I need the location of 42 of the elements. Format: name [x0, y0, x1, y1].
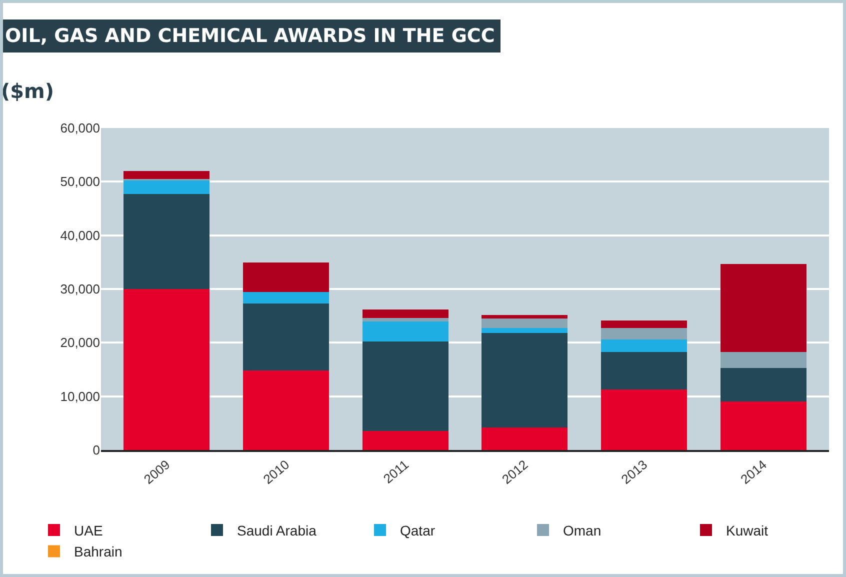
- legend-label: Bahrain: [74, 544, 122, 560]
- y-tick-label: 40,000: [60, 228, 100, 243]
- y-tick-label: 20,000: [60, 335, 100, 350]
- bar: [482, 318, 568, 328]
- y-axis-title: ($m): [1, 79, 54, 103]
- bar: [362, 309, 448, 318]
- bar: [482, 333, 568, 428]
- bar: [124, 194, 210, 289]
- legend-label: Qatar: [400, 522, 436, 538]
- bar: [720, 368, 806, 402]
- legend-label: UAE: [74, 522, 103, 538]
- bar: [720, 352, 806, 368]
- bar: [243, 292, 329, 304]
- bar: [601, 328, 687, 340]
- y-tick-label: 10,000: [60, 388, 100, 404]
- bar: [124, 180, 210, 194]
- bar: [720, 402, 806, 450]
- bar: [601, 352, 687, 390]
- legend-label: Oman: [563, 522, 602, 538]
- bar: [362, 318, 448, 322]
- bar: [482, 314, 568, 319]
- bar: [124, 289, 210, 450]
- bar: [362, 342, 448, 432]
- legend-label: Saudi Arabia: [237, 522, 317, 538]
- bar: [601, 339, 687, 352]
- bar: [601, 389, 687, 450]
- bar: [482, 427, 568, 450]
- bar: [243, 262, 329, 292]
- chart-title: OIL, GAS AND CHEMICAL AWARDS IN THE GCC: [5, 25, 495, 47]
- bar: [482, 328, 568, 334]
- y-tick-label: 60,000: [60, 120, 100, 136]
- y-tick-label: 0: [92, 442, 100, 458]
- bar: [243, 303, 329, 371]
- bar: [124, 170, 210, 179]
- y-tick-label: 30,000: [60, 282, 100, 297]
- bar: [720, 264, 806, 352]
- bar: [362, 431, 448, 450]
- bar: [362, 322, 448, 342]
- legend-label: Kuwait: [726, 522, 768, 538]
- y-tick-label: 50,000: [60, 174, 100, 190]
- bar: [243, 370, 329, 450]
- bar: [601, 320, 687, 328]
